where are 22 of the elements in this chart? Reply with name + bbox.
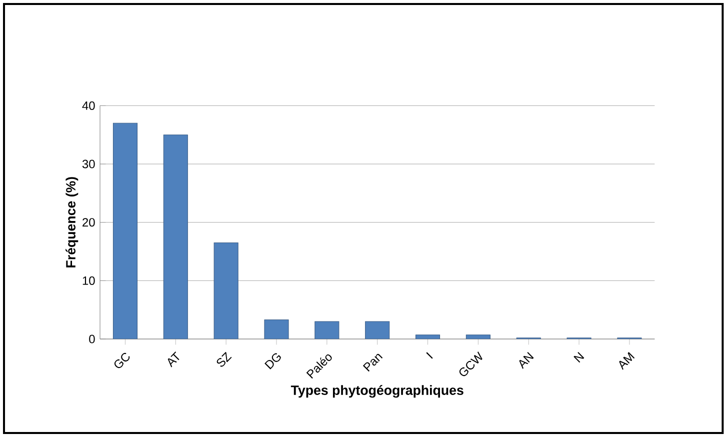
x-tick-label: GC [114, 352, 130, 368]
x-tick-label: I [426, 352, 433, 359]
x-tick-label: Pan [362, 354, 383, 372]
x-tick-label: DG [264, 353, 281, 370]
y-tick-label: 20 [82, 218, 95, 227]
y-tick-label: 10 [82, 276, 95, 285]
bar [264, 319, 289, 339]
x-axis-title: Types phytogéographiques [290, 385, 464, 398]
bar [214, 242, 238, 339]
bar [365, 321, 390, 339]
y-tick-label: 40 [82, 101, 95, 110]
bar [112, 122, 138, 339]
bar [163, 134, 188, 339]
x-tick-label: AN [519, 352, 534, 369]
bar [314, 321, 340, 339]
y-tick-label: 30 [82, 160, 95, 168]
x-tick-label: N [574, 352, 584, 363]
x-tick-label: AT [168, 352, 180, 368]
x-tick-label: SZ [216, 352, 232, 367]
y-tick-label: 0 [89, 334, 95, 344]
y-axis-title: Fréquence (%) [66, 177, 78, 268]
x-tick-label: AM [619, 352, 635, 370]
